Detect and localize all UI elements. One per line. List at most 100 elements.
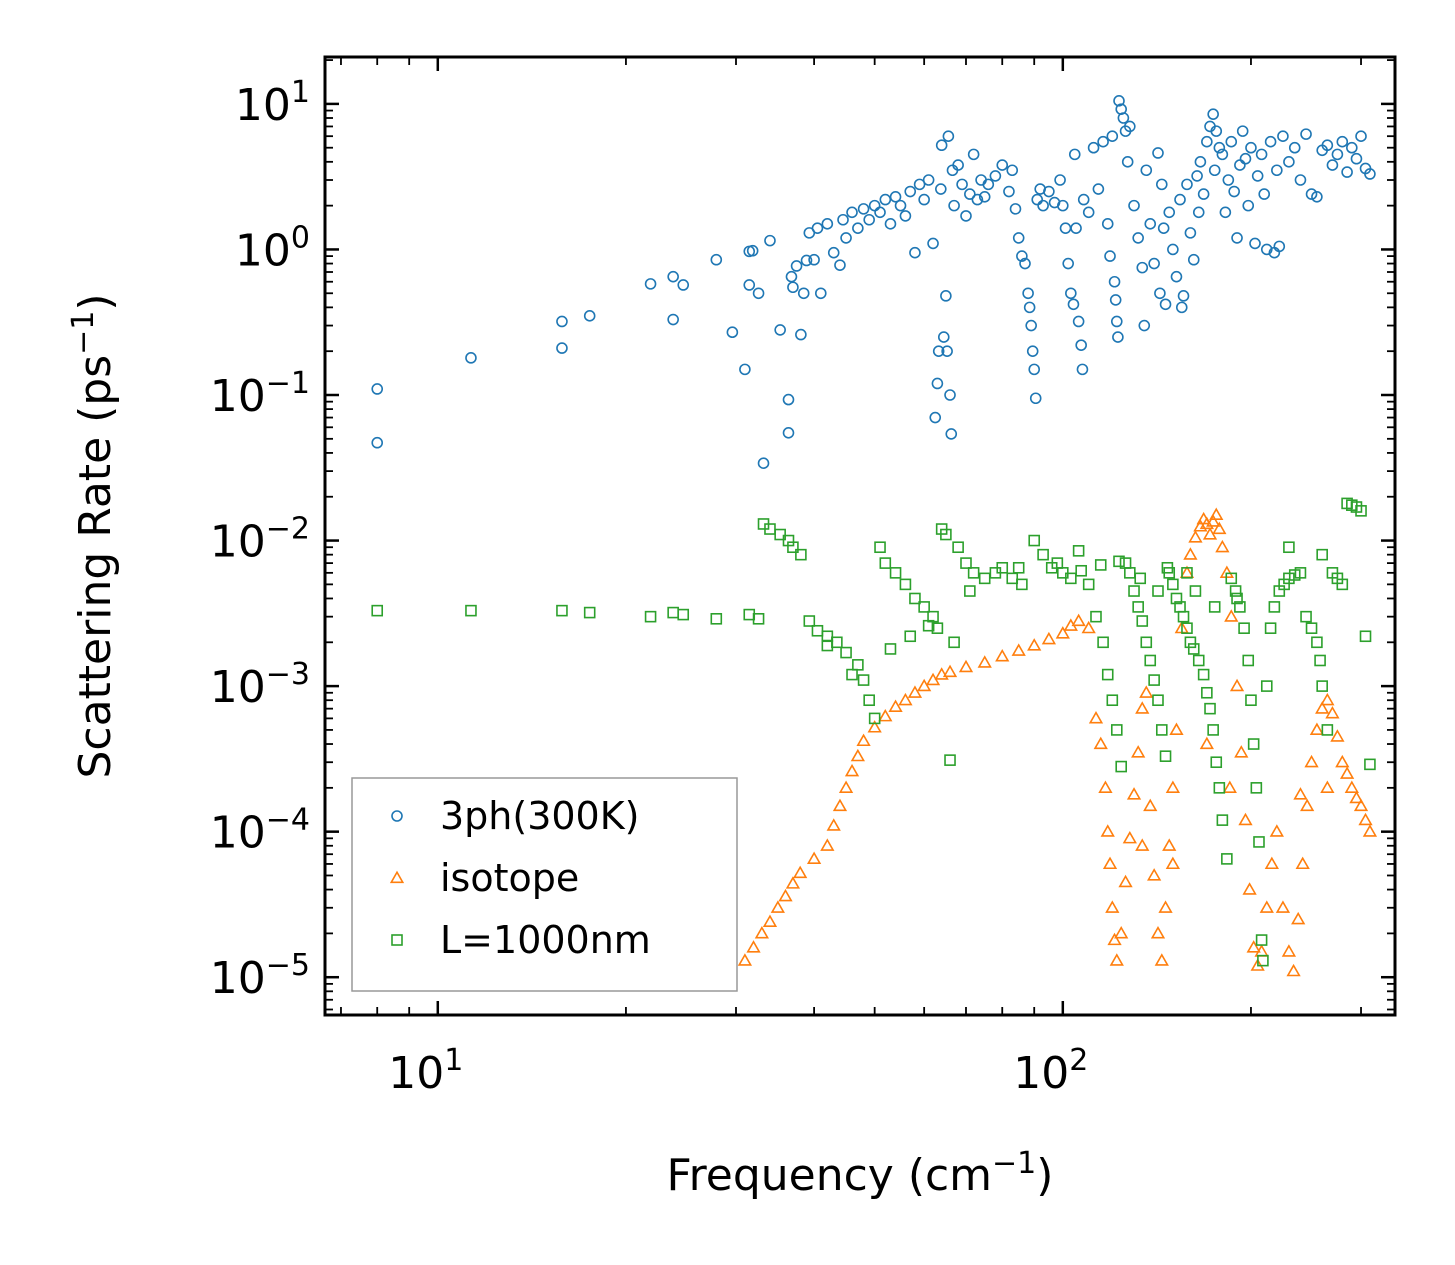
x-tick-label: 102 [1013, 1043, 1088, 1099]
data-point [1128, 585, 1140, 597]
data-point [1075, 339, 1087, 351]
data-point [1291, 911, 1306, 925]
data-point [1068, 148, 1081, 161]
data-point [465, 604, 477, 617]
data-point [889, 567, 902, 579]
data-point [1135, 838, 1150, 851]
data-point [917, 678, 932, 692]
data-point [1283, 541, 1295, 554]
data-point [814, 287, 827, 300]
data-point [782, 393, 795, 406]
data-point [1309, 722, 1325, 736]
legend-box [351, 777, 738, 992]
data-point [1271, 164, 1283, 177]
data-point [1335, 754, 1350, 768]
data-point [1286, 963, 1301, 977]
data-point [746, 940, 761, 953]
data-point [743, 279, 756, 291]
data-point [948, 199, 960, 212]
data-point [752, 613, 765, 625]
data-point [1037, 548, 1049, 561]
data-point [556, 604, 568, 617]
series-L=1000nm [371, 497, 1376, 967]
data-point [942, 664, 958, 678]
data-point [945, 428, 958, 440]
data-point [1336, 135, 1349, 148]
data-point [1016, 250, 1028, 262]
data-point [667, 270, 679, 283]
data-point [803, 615, 816, 627]
data-point [1113, 555, 1125, 568]
data-point [1163, 206, 1176, 219]
data-point [1199, 736, 1214, 750]
x-tick-labels: 101 102 [388, 1043, 1088, 1099]
data-point [1225, 572, 1238, 585]
data-point [904, 185, 917, 198]
data-point [782, 426, 795, 439]
series-3ph(300K) [371, 95, 1376, 469]
data-point [888, 699, 903, 712]
y-tick-label: 10−1 [210, 366, 310, 422]
data-point [1247, 738, 1260, 750]
data-point [1350, 152, 1363, 165]
data-point [856, 733, 871, 747]
data-point [1257, 954, 1269, 967]
data-point [1246, 940, 1261, 953]
data-point [1204, 702, 1216, 715]
data-point [948, 636, 960, 649]
data-point [1325, 705, 1340, 719]
y-tick-label: 10−5 [210, 948, 310, 1004]
data-point [1192, 654, 1205, 667]
data-point [904, 630, 917, 643]
data-point [1269, 824, 1284, 837]
x-axis-title: Frequency (cm−1) [667, 1146, 1054, 1201]
data-point [1140, 636, 1153, 649]
data-point [1229, 678, 1245, 692]
data-point [1012, 232, 1025, 244]
data-point [1094, 559, 1107, 571]
data-point [1268, 601, 1281, 613]
data-point [1003, 185, 1015, 198]
data-point [1188, 530, 1203, 543]
data-point [1138, 319, 1151, 332]
data-point [913, 178, 926, 191]
data-point [1336, 578, 1349, 591]
data-point [1025, 319, 1037, 332]
data-point [1288, 141, 1301, 154]
data-point [1316, 548, 1328, 561]
data-point [754, 926, 770, 939]
data-point [1294, 174, 1307, 186]
data-point [1283, 156, 1295, 168]
data-point [1201, 686, 1213, 699]
data-point [1009, 203, 1022, 215]
data-point [583, 310, 596, 322]
data-point [852, 222, 864, 234]
data-point [1028, 363, 1041, 376]
data-point [1216, 814, 1229, 826]
legend: 3ph(300K) isotope L=1000nm [351, 777, 738, 992]
data-point [821, 218, 834, 230]
data-point [787, 281, 799, 294]
data-point [1255, 934, 1268, 946]
data-point [1239, 152, 1252, 165]
data-point [929, 411, 942, 424]
legend-label: isotope [440, 856, 579, 900]
data-point [1194, 156, 1207, 168]
data-point [1222, 174, 1235, 186]
data-point [852, 659, 864, 671]
data-point [899, 210, 912, 222]
data-point [1212, 521, 1227, 535]
data-point [1028, 534, 1041, 547]
data-point [1154, 287, 1166, 300]
data-point [1355, 505, 1367, 517]
data-point [1157, 222, 1170, 234]
data-point [1311, 636, 1323, 649]
data-point [746, 244, 759, 257]
data-point [1158, 900, 1173, 913]
data-point [846, 206, 858, 219]
data-point [1264, 135, 1277, 148]
data-point [1154, 953, 1169, 966]
data-point [899, 578, 912, 591]
legend-marker [389, 870, 405, 884]
data-point [811, 222, 824, 234]
